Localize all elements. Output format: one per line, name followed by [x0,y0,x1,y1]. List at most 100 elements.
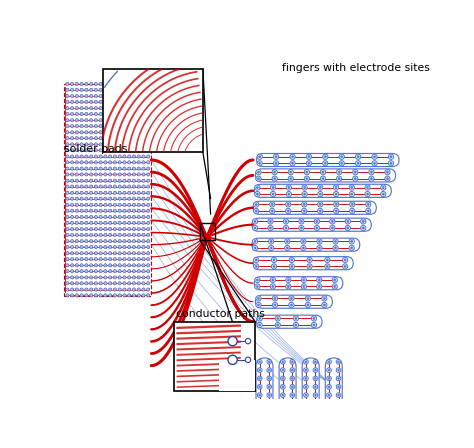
Circle shape [305,361,307,363]
Circle shape [94,191,98,194]
Circle shape [382,193,384,195]
Circle shape [85,209,88,212]
Circle shape [146,143,150,146]
Circle shape [104,209,107,212]
Circle shape [123,125,126,128]
Circle shape [146,282,150,285]
Circle shape [142,282,145,285]
Circle shape [328,361,330,363]
Circle shape [75,191,79,194]
Circle shape [132,88,136,91]
Circle shape [66,125,69,128]
Circle shape [289,264,294,269]
Circle shape [256,176,261,181]
Circle shape [142,137,145,140]
Circle shape [146,100,150,103]
Circle shape [94,258,98,261]
Circle shape [128,107,131,110]
Circle shape [146,167,150,170]
Circle shape [137,107,140,110]
Circle shape [274,297,276,300]
Circle shape [259,361,261,363]
Circle shape [132,100,136,103]
Circle shape [289,302,294,308]
Circle shape [109,82,112,86]
Circle shape [146,252,150,255]
Circle shape [366,186,369,189]
Circle shape [75,258,79,261]
Circle shape [336,359,341,364]
Circle shape [104,137,107,140]
Circle shape [357,162,359,164]
Circle shape [388,161,393,166]
Circle shape [99,88,102,91]
Circle shape [246,338,251,344]
Circle shape [85,155,88,158]
Circle shape [268,411,270,413]
Circle shape [128,137,131,140]
Circle shape [292,378,293,379]
Circle shape [275,316,281,321]
Circle shape [286,277,291,283]
Circle shape [80,294,83,297]
Circle shape [66,294,69,297]
Circle shape [314,378,317,379]
Circle shape [299,225,304,231]
Circle shape [328,378,330,379]
Circle shape [85,131,88,134]
Circle shape [374,155,376,158]
Circle shape [307,297,309,300]
Circle shape [118,282,121,285]
Circle shape [285,246,290,250]
Circle shape [322,302,327,308]
Circle shape [273,259,275,261]
Circle shape [99,149,102,152]
Circle shape [118,288,121,291]
Circle shape [128,270,131,273]
Circle shape [104,252,107,255]
Circle shape [267,376,272,381]
Circle shape [113,185,117,188]
Circle shape [118,258,121,261]
Circle shape [255,277,260,283]
Circle shape [118,112,121,116]
Circle shape [301,277,306,283]
Bar [174,322,255,391]
Circle shape [146,82,150,86]
Circle shape [85,294,88,297]
Circle shape [109,143,112,146]
Circle shape [356,161,361,166]
Circle shape [344,265,346,267]
Circle shape [118,294,121,297]
Circle shape [118,161,121,164]
Circle shape [71,240,74,243]
Circle shape [271,210,273,212]
Circle shape [307,257,312,263]
Circle shape [259,411,261,413]
Circle shape [128,246,131,249]
Circle shape [331,227,333,229]
Circle shape [137,179,140,182]
Circle shape [306,177,308,180]
Circle shape [257,161,262,166]
Circle shape [71,288,74,291]
Circle shape [361,225,366,231]
Circle shape [94,294,98,297]
Circle shape [113,149,117,152]
Circle shape [305,411,307,413]
Circle shape [319,193,321,195]
Circle shape [90,161,93,164]
Circle shape [128,149,131,152]
Circle shape [132,228,136,231]
Circle shape [90,155,93,158]
Circle shape [132,149,136,152]
Circle shape [109,131,112,134]
Circle shape [123,203,126,207]
Circle shape [132,288,136,291]
Circle shape [75,155,79,158]
Circle shape [142,95,145,98]
Circle shape [94,143,98,146]
Circle shape [132,276,136,279]
Circle shape [319,247,320,249]
Circle shape [94,82,98,86]
